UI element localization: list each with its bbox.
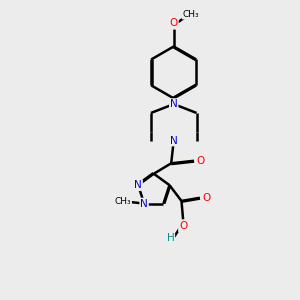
Text: O: O	[179, 221, 187, 231]
Text: O: O	[196, 156, 205, 166]
Text: CH₃: CH₃	[115, 197, 131, 206]
Text: CH₃: CH₃	[182, 10, 199, 19]
Text: N: N	[140, 199, 148, 208]
Text: O: O	[169, 18, 178, 28]
Text: N: N	[170, 136, 178, 146]
Text: O: O	[202, 193, 210, 203]
Text: H: H	[167, 233, 174, 243]
Text: N: N	[170, 99, 178, 109]
Text: N: N	[134, 180, 142, 190]
